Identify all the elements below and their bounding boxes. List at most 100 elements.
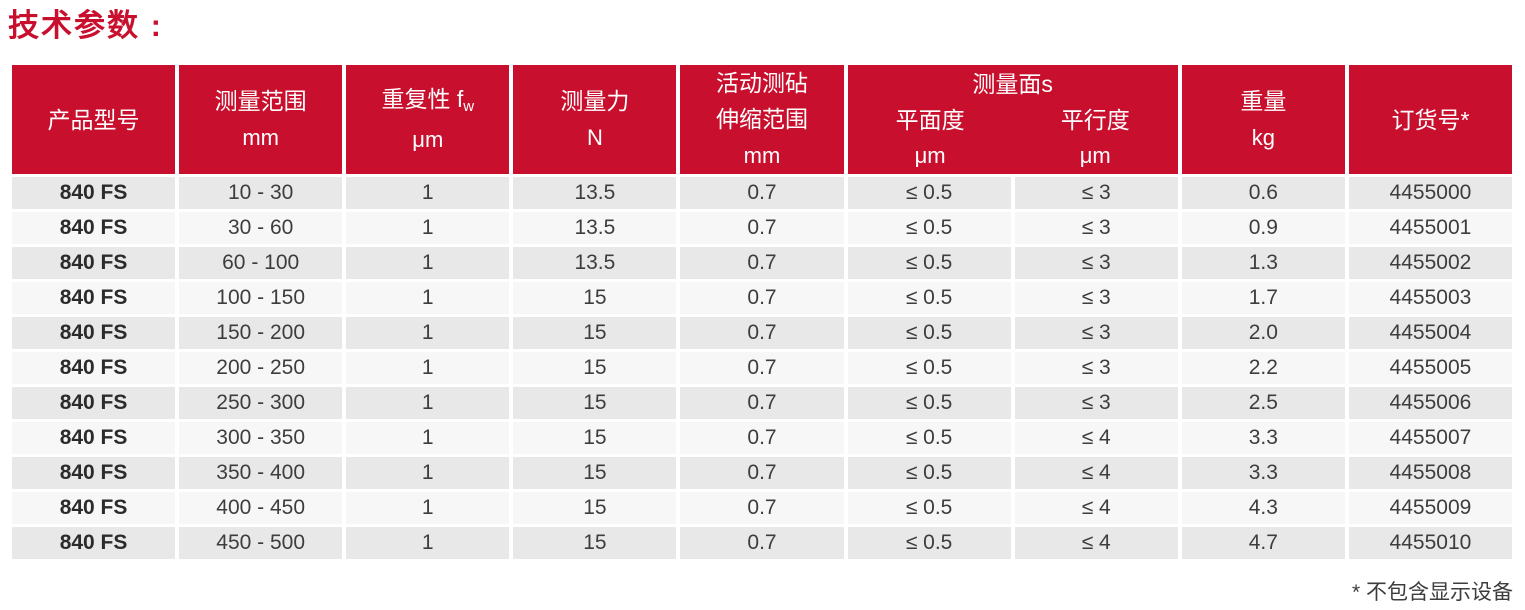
col-header-repeatability-unit: μm (412, 127, 444, 152)
cell-anvil-travel: 0.7 (680, 422, 844, 454)
cell-weight: 1.3 (1181, 247, 1345, 279)
cell-weight: 2.0 (1181, 317, 1345, 349)
cell-anvil-travel: 0.7 (680, 387, 844, 419)
cell-range: 60 - 100 (179, 247, 343, 279)
cell-force: 15 (513, 492, 677, 524)
cell-weight: 3.3 (1181, 422, 1345, 454)
cell-repeatability: 1 (346, 492, 510, 524)
cell-force: 15 (513, 527, 677, 559)
cell-parallelism: ≤ 3 (1014, 317, 1178, 349)
cell-repeatability: 1 (346, 247, 510, 279)
col-header-weight-label: 重量 (1240, 88, 1287, 114)
col-header-force: 测量力 N (513, 65, 677, 174)
cell-force: 13.5 (513, 212, 677, 244)
cell-force: 15 (513, 317, 677, 349)
page-title: 技术参数 : (8, 8, 163, 43)
cell-model: 840 FS (12, 177, 176, 209)
cell-range: 250 - 300 (179, 387, 343, 419)
col-header-model: 产品型号 (12, 65, 176, 174)
cell-anvil-travel: 0.7 (680, 212, 844, 244)
cell-force: 15 (513, 352, 677, 384)
cell-order-no: 4455008 (1348, 457, 1512, 489)
spec-table-body: 840 FS 10 - 30 1 13.5 0.7 ≤ 0.5 ≤ 3 0.6 4455000 8… (12, 177, 1512, 559)
cell-range: 150 - 200 (179, 317, 343, 349)
cell-repeatability: 1 (346, 177, 510, 209)
cell-flatness: ≤ 0.5 (847, 387, 1011, 419)
cell-range: 30 - 60 (179, 212, 343, 244)
cell-weight: 2.5 (1181, 387, 1345, 419)
col-header-order-no: 订货号* (1348, 65, 1512, 174)
cell-order-no: 4455005 (1348, 352, 1512, 384)
cell-repeatability: 1 (346, 317, 510, 349)
cell-parallelism: ≤ 4 (1014, 492, 1178, 524)
cell-order-no: 4455006 (1348, 387, 1512, 419)
cell-weight: 3.3 (1181, 457, 1345, 489)
cell-order-no: 4455001 (1348, 212, 1512, 244)
cell-range: 300 - 350 (179, 422, 343, 454)
cell-model: 840 FS (12, 212, 176, 244)
cell-anvil-travel: 0.7 (680, 247, 844, 279)
cell-order-no: 4455003 (1348, 282, 1512, 314)
cell-flatness: ≤ 0.5 (847, 422, 1011, 454)
cell-anvil-travel: 0.7 (680, 177, 844, 209)
cell-model: 840 FS (12, 282, 176, 314)
cell-parallelism: ≤ 3 (1014, 177, 1178, 209)
cell-model: 840 FS (12, 317, 176, 349)
table-row: 840 FS 250 - 300 1 15 0.7 ≤ 0.5 ≤ 3 2.5 4455006 (12, 387, 1512, 419)
col-header-flatness-unit: μm (914, 142, 946, 168)
cell-order-no: 4455000 (1348, 177, 1512, 209)
col-header-parallelism: 平行度 (1060, 106, 1130, 133)
table-row: 840 FS 100 - 150 1 15 0.7 ≤ 0.5 ≤ 3 1.7 4455003 (12, 282, 1512, 314)
cell-anvil-travel: 0.7 (680, 317, 844, 349)
cell-flatness: ≤ 0.5 (847, 527, 1011, 559)
cell-force: 15 (513, 422, 677, 454)
cell-weight: 0.6 (1181, 177, 1345, 209)
col-header-repeatability: 重复性 fw μm (346, 65, 510, 174)
cell-range: 100 - 150 (179, 282, 343, 314)
cell-model: 840 FS (12, 457, 176, 489)
table-row: 840 FS 300 - 350 1 15 0.7 ≤ 0.5 ≤ 4 3.3 4455007 (12, 422, 1512, 454)
col-header-parallelism-unit: μm (1079, 142, 1111, 168)
cell-parallelism: ≤ 3 (1014, 212, 1178, 244)
col-header-anvil-line2: 伸缩范围 (715, 106, 808, 132)
header-row: 产品型号 测量范围 mm 重复性 fw μm 测量力 N 活动测砧 伸缩范围 m… (12, 65, 1512, 174)
cell-anvil-travel: 0.7 (680, 492, 844, 524)
cell-range: 450 - 500 (179, 527, 343, 559)
cell-parallelism: ≤ 3 (1014, 387, 1178, 419)
cell-repeatability: 1 (346, 422, 510, 454)
cell-order-no: 4455009 (1348, 492, 1512, 524)
cell-flatness: ≤ 0.5 (847, 177, 1011, 209)
cell-weight: 1.7 (1181, 282, 1345, 314)
cell-force: 15 (513, 282, 677, 314)
cell-parallelism: ≤ 3 (1014, 352, 1178, 384)
cell-flatness: ≤ 0.5 (847, 282, 1011, 314)
col-header-anvil-line1: 活动测砧 (715, 70, 808, 96)
col-header-range-label: 测量范围 (214, 88, 307, 114)
cell-anvil-travel: 0.7 (680, 282, 844, 314)
cell-model: 840 FS (12, 247, 176, 279)
cell-flatness: ≤ 0.5 (847, 317, 1011, 349)
cell-order-no: 4455010 (1348, 527, 1512, 559)
cell-range: 10 - 30 (179, 177, 343, 209)
col-header-force-label: 测量力 (560, 88, 630, 114)
cell-model: 840 FS (12, 422, 176, 454)
cell-parallelism: ≤ 3 (1014, 247, 1178, 279)
col-header-anvil-travel: 活动测砧 伸缩范围 mm (680, 65, 844, 174)
col-header-range: 测量范围 mm (179, 65, 343, 174)
cell-repeatability: 1 (346, 282, 510, 314)
cell-flatness: ≤ 0.5 (847, 212, 1011, 244)
table-row: 840 FS 350 - 400 1 15 0.7 ≤ 0.5 ≤ 4 3.3 4455008 (12, 457, 1512, 489)
table-row: 840 FS 200 - 250 1 15 0.7 ≤ 0.5 ≤ 3 2.2 4455005 (12, 352, 1512, 384)
col-header-range-unit: mm (242, 125, 279, 150)
cell-parallelism: ≤ 4 (1014, 422, 1178, 454)
table-row: 840 FS 450 - 500 1 15 0.7 ≤ 0.5 ≤ 4 4.7 4455010 (12, 527, 1512, 559)
col-header-anvil-unit: mm (743, 143, 781, 168)
cell-flatness: ≤ 0.5 (847, 352, 1011, 384)
col-header-model-label: 产品型号 (47, 106, 140, 133)
cell-weight: 4.3 (1181, 492, 1345, 524)
cell-parallelism: ≤ 4 (1014, 527, 1178, 559)
table-row: 840 FS 10 - 30 1 13.5 0.7 ≤ 0.5 ≤ 3 0.6 4455000 (12, 177, 1512, 209)
table-row: 840 FS 400 - 450 1 15 0.7 ≤ 0.5 ≤ 4 4.3 4455009 (12, 492, 1512, 524)
cell-flatness: ≤ 0.5 (847, 247, 1011, 279)
cell-anvil-travel: 0.7 (680, 352, 844, 384)
